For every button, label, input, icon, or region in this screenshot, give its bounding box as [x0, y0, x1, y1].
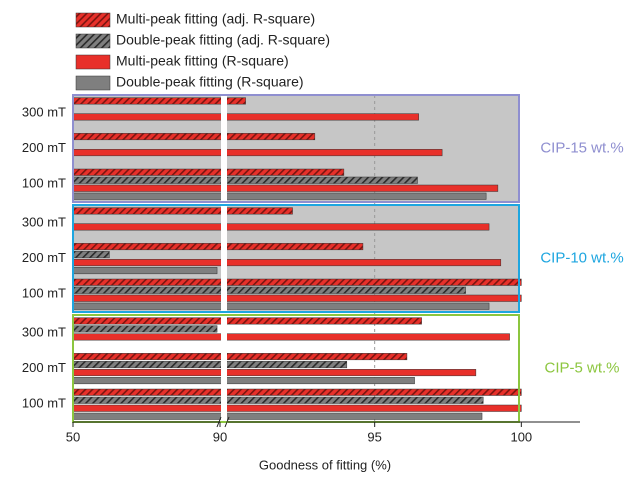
bar — [72, 412, 483, 420]
bar — [72, 251, 110, 259]
legend-swatch — [75, 75, 111, 91]
bar — [72, 259, 502, 267]
legend-swatch — [75, 12, 111, 28]
legend-label: Double-peak fitting (adj. R-square) — [116, 32, 330, 48]
group-background — [73, 205, 519, 312]
bar — [72, 192, 487, 200]
y-tick-label: 200 mT — [22, 140, 66, 155]
group-background — [73, 95, 519, 202]
bar — [72, 302, 490, 310]
bar — [72, 396, 484, 404]
legend-swatch — [75, 54, 111, 70]
legend-label: Multi-peak fitting (adj. R-square) — [116, 11, 315, 27]
x-axis-title: Goodness of fitting (%) — [259, 457, 391, 472]
bar — [72, 317, 422, 325]
bar — [72, 207, 293, 215]
legend-label: Multi-peak fitting (R-square) — [116, 53, 289, 69]
y-tick-label: 100 mT — [22, 396, 66, 411]
bar — [72, 176, 418, 184]
group-box — [72, 94, 520, 203]
bar — [72, 267, 218, 275]
group-label: CIP-15 wt.% — [540, 139, 623, 156]
group-label: CIP-10 wt.% — [540, 249, 623, 266]
bar — [72, 149, 443, 157]
bar — [72, 286, 466, 294]
axis-break — [221, 95, 227, 423]
bar — [72, 325, 218, 333]
legend-swatch — [75, 33, 111, 49]
y-tick-label: 100 mT — [22, 176, 66, 191]
y-tick-label: 200 mT — [22, 360, 66, 375]
bar — [72, 278, 522, 286]
bar — [72, 294, 522, 302]
bar — [72, 404, 522, 412]
bar — [72, 97, 246, 105]
bar — [72, 353, 408, 361]
bar — [72, 388, 522, 396]
bar — [72, 168, 345, 176]
bar — [72, 113, 419, 121]
bar — [72, 243, 364, 251]
bar — [72, 223, 490, 231]
bar — [72, 133, 316, 141]
bar — [72, 377, 415, 385]
bar — [72, 333, 510, 341]
axis-break-mark — [216, 416, 230, 428]
y-tick-label: 300 mT — [22, 214, 66, 229]
y-tick-label: 100 mT — [22, 286, 66, 301]
group-label: CIP-5 wt.% — [544, 359, 619, 376]
y-tick-label: 300 mT — [22, 324, 66, 339]
x-tick-label: 100 — [510, 429, 532, 444]
bar — [72, 184, 499, 192]
y-tick-label: 200 mT — [22, 250, 66, 265]
bar — [72, 361, 348, 369]
legend-label: Double-peak fitting (R-square) — [116, 74, 304, 90]
bar — [72, 369, 477, 377]
group-box — [72, 204, 520, 313]
x-tick-label: 90 — [213, 429, 227, 444]
x-tick-label: 50 — [66, 429, 80, 444]
x-tick-label: 95 — [367, 429, 381, 444]
group-background — [73, 315, 519, 422]
y-tick-label: 300 mT — [22, 104, 66, 119]
